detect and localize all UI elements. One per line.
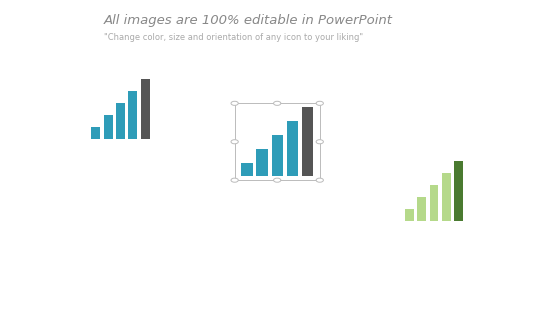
Bar	[91, 127, 100, 139]
Circle shape	[231, 140, 238, 144]
Bar	[141, 79, 150, 139]
Circle shape	[316, 101, 323, 106]
Bar	[241, 163, 253, 176]
Bar	[116, 103, 125, 139]
Bar	[104, 115, 113, 139]
Bar	[272, 135, 283, 176]
Bar	[405, 209, 414, 220]
Circle shape	[231, 101, 238, 106]
Text: All images are 100% editable in PowerPoint: All images are 100% editable in PowerPoi…	[104, 14, 393, 27]
Bar	[287, 121, 298, 176]
Bar	[430, 185, 438, 220]
Bar	[417, 197, 426, 220]
Bar	[235, 103, 320, 180]
Circle shape	[316, 178, 323, 182]
Circle shape	[273, 101, 281, 106]
Bar	[302, 107, 313, 176]
Text: "Change color, size and orientation of any icon to your liking": "Change color, size and orientation of a…	[104, 33, 363, 42]
Bar	[256, 149, 268, 176]
Bar	[128, 91, 137, 139]
Circle shape	[273, 178, 281, 182]
Circle shape	[316, 140, 323, 144]
Bar	[454, 161, 463, 220]
Circle shape	[231, 178, 238, 182]
Bar	[442, 173, 451, 220]
